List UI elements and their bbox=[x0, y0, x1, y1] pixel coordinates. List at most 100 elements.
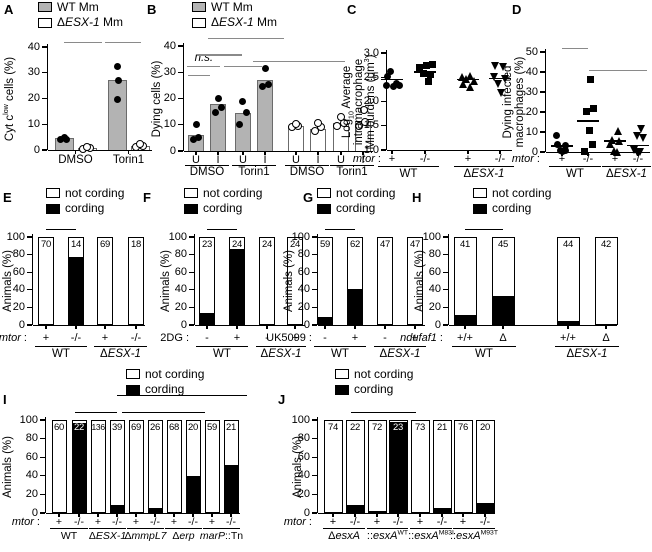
y-tick bbox=[312, 456, 317, 458]
x-tick-label: + bbox=[42, 332, 50, 344]
x-axis bbox=[46, 513, 240, 515]
n-value: 62 bbox=[350, 238, 360, 250]
x-group-label: ΔESX-1 bbox=[463, 167, 505, 180]
sig-bracket bbox=[207, 229, 237, 231]
x-tick-label: U bbox=[192, 153, 200, 166]
y-tick-label: 20 bbox=[12, 300, 25, 313]
data-point-circle bbox=[552, 131, 560, 139]
y-axis-label: Animals (%) bbox=[292, 435, 304, 498]
x-tick-label: + bbox=[291, 332, 299, 344]
x-tick-label: I bbox=[316, 153, 320, 166]
x-group-line bbox=[323, 528, 365, 530]
x-tick bbox=[354, 326, 356, 329]
y-tick-label: 30 bbox=[163, 65, 176, 78]
x-group-line bbox=[549, 166, 601, 168]
x-axis-prefix: mtor : bbox=[0, 332, 27, 344]
data-point-circle bbox=[235, 121, 243, 129]
x-tick-label: -/- bbox=[130, 332, 142, 344]
y-tick bbox=[178, 71, 183, 73]
x-tick bbox=[58, 514, 60, 517]
bar: 44 bbox=[556, 237, 580, 325]
sig-bracket bbox=[589, 70, 648, 72]
y-tick bbox=[540, 151, 545, 153]
bar-cording-segment bbox=[230, 248, 244, 324]
x-tick-label: +/+ bbox=[457, 332, 473, 344]
sig-bracket bbox=[75, 412, 117, 414]
y-tick bbox=[312, 289, 317, 291]
x-tick bbox=[242, 152, 244, 155]
bar: 20 bbox=[475, 420, 495, 513]
y-tick-label: 20 bbox=[525, 105, 538, 118]
y-tick bbox=[40, 456, 45, 458]
data-point-triangle-down bbox=[493, 80, 502, 89]
bar: 59 bbox=[317, 237, 333, 325]
data-point-triangle-up bbox=[613, 127, 622, 135]
n-value: 20 bbox=[480, 421, 490, 433]
y-tick-label: 40 bbox=[174, 283, 187, 296]
n-value: 41 bbox=[460, 238, 470, 250]
data-point-circle bbox=[383, 72, 391, 80]
n-value: 69 bbox=[131, 421, 141, 433]
y-tick bbox=[312, 419, 317, 421]
n-value: 26 bbox=[150, 421, 160, 433]
data-point-circle bbox=[386, 67, 394, 75]
y-tick bbox=[189, 324, 194, 326]
y-tick-label: 20 bbox=[163, 92, 176, 104]
data-point-circle bbox=[238, 97, 246, 105]
x-tick-label: -/- bbox=[582, 153, 594, 165]
x-group-line bbox=[367, 528, 408, 530]
data-point-open-circle bbox=[360, 106, 368, 115]
y-axis bbox=[46, 44, 48, 150]
x-tick-label: + bbox=[416, 516, 424, 528]
data-point-square bbox=[415, 63, 423, 71]
x-group-label: WT bbox=[52, 347, 70, 360]
bar bbox=[107, 80, 127, 150]
n-value: 60 bbox=[54, 421, 64, 433]
x-tick bbox=[195, 152, 197, 155]
data-point-open-circle bbox=[83, 143, 91, 152]
x-tick-label: + bbox=[132, 516, 140, 528]
bar-cording-segment bbox=[318, 317, 332, 324]
y-tick-label: 100 bbox=[422, 230, 441, 243]
x-axis bbox=[546, 152, 650, 154]
x-group-label: DMSO bbox=[189, 166, 225, 178]
y-axis-label: Animals (%) bbox=[160, 250, 172, 312]
x-tick bbox=[484, 514, 486, 517]
sig-bracket bbox=[252, 60, 346, 63]
y-tick-label: 40 bbox=[428, 283, 441, 296]
x-tick-label: + bbox=[55, 516, 63, 528]
y-tick-label: 20 bbox=[27, 92, 40, 104]
y-tick-label: 80 bbox=[428, 248, 441, 261]
x-group-label: Δerp bbox=[172, 529, 195, 542]
x-tick bbox=[294, 326, 296, 329]
panel-letter: A bbox=[4, 2, 14, 17]
x-tick bbox=[192, 514, 194, 517]
y-tick-label: 20 bbox=[428, 300, 441, 313]
n-value: 73 bbox=[415, 421, 425, 433]
legend-swatch bbox=[126, 369, 140, 379]
data-point-square bbox=[586, 75, 594, 83]
bar-cording-segment bbox=[110, 504, 124, 512]
y-tick bbox=[312, 324, 317, 326]
y-tick bbox=[443, 324, 448, 326]
x-tick bbox=[45, 326, 47, 329]
x-tick bbox=[154, 514, 156, 517]
x-tick bbox=[384, 326, 386, 329]
data-point-square bbox=[424, 78, 432, 86]
n-value: 24 bbox=[232, 238, 242, 250]
data-point-circle bbox=[389, 83, 397, 91]
x-tick-label: -/- bbox=[392, 516, 404, 528]
x-tick bbox=[397, 514, 399, 517]
data-point-triangle-up bbox=[607, 135, 616, 144]
bar-cording-segment bbox=[557, 321, 579, 324]
y-tick bbox=[540, 131, 545, 133]
y-axis-label: Dying cells (%) bbox=[151, 60, 163, 137]
legend-label: ΔESX-1 Mm bbox=[57, 15, 124, 29]
n-value: 14 bbox=[71, 238, 81, 250]
y-tick-label: 0 bbox=[33, 143, 40, 156]
x-group-label: ΔESX-1 bbox=[88, 529, 127, 542]
x-group-line bbox=[330, 164, 374, 166]
